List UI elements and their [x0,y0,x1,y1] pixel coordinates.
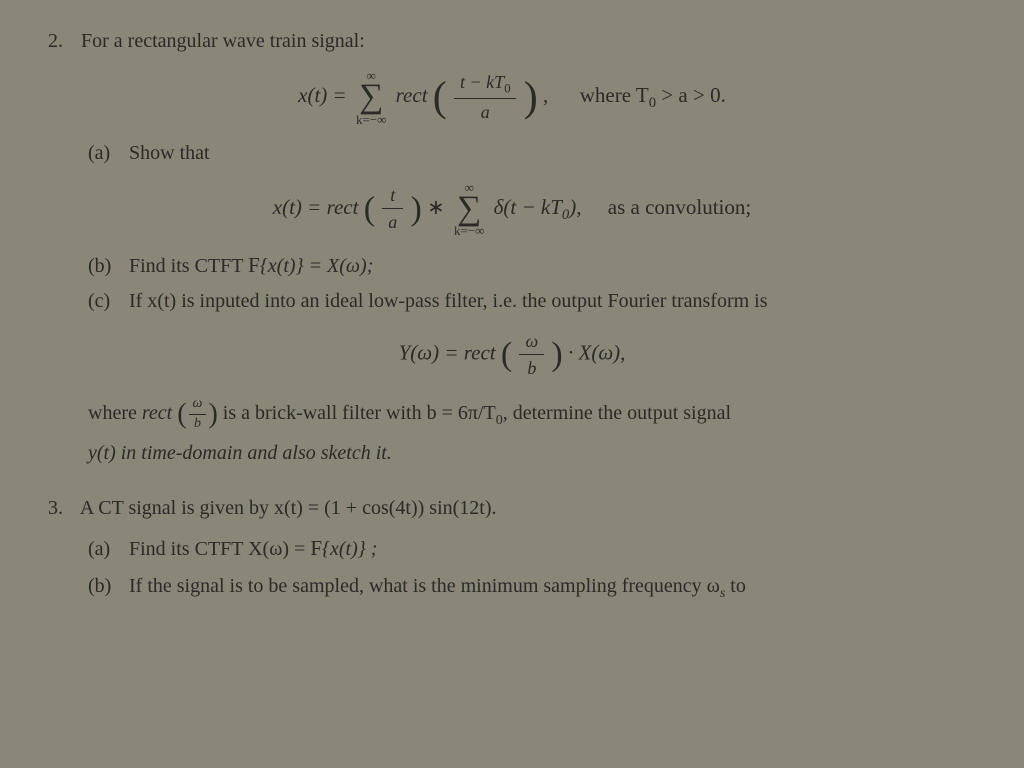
problem-3-header: 3. A CT signal is given by x(t) = (1 + c… [48,495,976,522]
problem-2b: (b) Find its CTFT F{x(t)} = X(ω); [88,251,976,280]
problem-2a: (a) Show that [88,140,976,167]
sigma-icon: ∑ [356,82,386,113]
eq-lhs: x(t) = [298,83,347,107]
close-paren-icon: ) [524,74,538,120]
problem-2c-line2: where rect (ωb) is a brick-wall filter w… [88,395,976,434]
part-3a-label: (a) [88,536,124,563]
where-clause: where T0 > a > 0. [580,83,726,107]
open-paren-icon: ( [433,74,447,120]
sigma-icon: ∑ [454,194,484,225]
part-a-label: (a) [88,140,124,167]
problem-3-number: 3. [48,495,76,522]
part-a-text: Show that [129,142,210,164]
part-b-label: (b) [88,253,124,280]
problem-2c-line3: y(t) in time-domain and also sketch it. [88,440,976,467]
problem-2-number: 2. [48,28,76,55]
problem-2c-line1: (c) If x(t) is inputed into an ideal low… [88,288,976,315]
problem-2a-equation: x(t) = rect ( t a ) ∗ ∞ ∑ k=−∞ δ(t − kT0… [48,181,976,238]
script-F-icon: F [248,253,260,277]
sum-symbol: ∞ ∑ k=−∞ [356,69,386,126]
convolution-tail: as a convolution; [608,195,751,219]
open-paren-icon: ( [177,398,186,429]
fraction: ω b [519,329,544,381]
rect-label: rect [396,83,428,107]
problem-2-main-equation: x(t) = ∞ ∑ k=−∞ rect ( t − kT0 a ) , whe… [48,69,976,126]
script-F-icon: F [310,536,322,560]
problem-3b: (b) If the signal is to be sampled, what… [88,573,976,604]
close-paren-icon: ) [411,190,422,227]
sum-symbol: ∞ ∑ k=−∞ [454,181,484,238]
open-paren-icon: ( [501,336,512,373]
page-content: 2. For a rectangular wave train signal: … [0,0,1024,603]
fraction: ωb [189,395,207,434]
close-paren-icon: ) [208,398,217,429]
part-3b-label: (b) [88,573,124,600]
part-c-label: (c) [88,288,124,315]
fraction: t − kT0 a [454,70,516,125]
problem-3a: (a) Find its CTFT X(ω) = F{x(t)} ; [88,534,976,563]
problem-2c-equation: Y(ω) = rect ( ω b ) · X(ω), [48,329,976,381]
close-paren-icon: ) [551,336,562,373]
problem-2-intro: For a rectangular wave train signal: [81,30,365,52]
open-paren-icon: ( [364,190,375,227]
problem-3-intro: A CT signal is given by x(t) = (1 + cos(… [80,497,497,519]
fraction: t a [382,183,403,235]
problem-2-header: 2. For a rectangular wave train signal: [48,28,976,55]
